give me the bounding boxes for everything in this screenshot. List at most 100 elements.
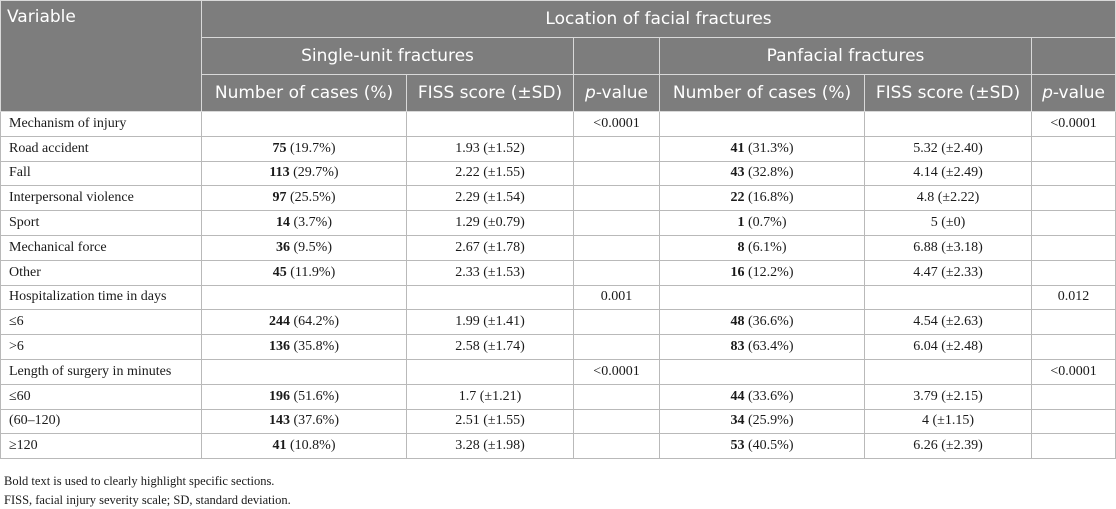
single-pvalue-cell bbox=[573, 309, 660, 336]
single-fiss-cell bbox=[406, 358, 574, 385]
case-count: 53 bbox=[730, 438, 745, 454]
pan-cases-cell: 43 (32.8%) bbox=[659, 160, 865, 187]
case-count: 34 bbox=[730, 413, 745, 429]
single-cases-cell: 41 (10.8%) bbox=[201, 433, 407, 460]
row-label: Road accident bbox=[0, 135, 202, 162]
single-pvalue-cell bbox=[573, 334, 660, 360]
pan-pvalue-cell bbox=[1030, 135, 1116, 162]
table-body: Mechanism of injury <0.0001 <0.0001 Road ac… bbox=[0, 111, 1116, 460]
table-row: Fall 113 (29.7%) 2.22 (±1.55) 43 (32.8%) 4.1… bbox=[0, 160, 1116, 187]
case-percent: (16.8%) bbox=[748, 190, 794, 206]
single-cases-cell: 14 (3.7%) bbox=[201, 210, 407, 236]
case-count: 41 bbox=[272, 438, 287, 454]
case-percent: (25.5%) bbox=[290, 190, 336, 206]
pan-cases-cell: 22 (16.8%) bbox=[659, 185, 865, 212]
single-cases-header: Number of cases (%) bbox=[201, 74, 407, 112]
pan-cases-cell: 44 (33.6%) bbox=[659, 383, 865, 410]
single-cases-cell: 45 (11.9%) bbox=[201, 259, 407, 286]
table-row: Length of surgery in minutes <0.0001 <0.00… bbox=[0, 358, 1116, 385]
pan-pvalue-cell bbox=[1030, 334, 1116, 360]
single-fiss-cell: 2.51 (±1.55) bbox=[406, 408, 574, 435]
row-label: Mechanism of injury bbox=[0, 111, 202, 137]
footnote-abbreviations: FISS, facial injury severity scale; SD, … bbox=[4, 493, 291, 507]
table-row: ≤60 196 (51.6%) 1.7 (±1.21) 44 (33.6%) 3.79 … bbox=[0, 383, 1116, 410]
table-row: >6 136 (35.8%) 2.58 (±1.74) 83 (63.4%) 6.04 … bbox=[0, 334, 1116, 360]
pan-cases-cell: 41 (31.3%) bbox=[659, 135, 865, 162]
case-count: 41 bbox=[730, 140, 745, 156]
table-row: ≤6 244 (64.2%) 1.99 (±1.41) 48 (36.6%) 4.54 … bbox=[0, 309, 1116, 336]
table-row: Hospitalization time in days 0.001 0.012 bbox=[0, 284, 1116, 311]
single-fiss-cell: 1.93 (±1.52) bbox=[406, 135, 574, 162]
case-percent: (64.2%) bbox=[293, 314, 340, 330]
row-label: ≤6 bbox=[0, 309, 202, 336]
single-pvalue-cell bbox=[573, 234, 660, 261]
single-pvalue-cell bbox=[573, 185, 660, 212]
single-pvalue-cell bbox=[573, 210, 660, 236]
single-cases-cell bbox=[201, 111, 407, 137]
case-percent: (36.6%) bbox=[748, 314, 794, 330]
row-label: Sport bbox=[0, 210, 202, 236]
single-fiss-cell: 1.99 (±1.41) bbox=[406, 309, 574, 336]
case-percent: (11.9%) bbox=[290, 264, 336, 280]
row-label: Fall bbox=[0, 160, 202, 187]
row-label: Length of surgery in minutes bbox=[0, 358, 202, 385]
case-count: 8 bbox=[737, 239, 745, 255]
row-label: >6 bbox=[0, 334, 202, 360]
pan-cases-cell: 83 (63.4%) bbox=[659, 334, 865, 360]
case-count: 14 bbox=[276, 215, 290, 231]
case-count: 113 bbox=[269, 165, 290, 181]
single-unit-header-spacer bbox=[573, 37, 660, 75]
single-fiss-cell: 2.22 (±1.55) bbox=[406, 160, 574, 187]
pan-cases-cell: 8 (6.1%) bbox=[659, 234, 865, 261]
single-fiss-cell: 1.29 (±0.79) bbox=[406, 210, 574, 236]
single-fiss-cell: 1.7 (±1.21) bbox=[406, 383, 574, 410]
pan-cases-header: Number of cases (%) bbox=[659, 74, 865, 112]
pan-fiss-header: FISS score (±SD) bbox=[864, 74, 1032, 112]
case-percent: (0.7%) bbox=[748, 215, 787, 231]
single-fiss-header: FISS score (±SD) bbox=[406, 74, 574, 112]
single-pvalue-header: p-value bbox=[573, 74, 660, 112]
row-label: (60–120) bbox=[0, 408, 202, 435]
pan-pvalue-cell bbox=[1030, 408, 1116, 435]
case-percent: (37.6%) bbox=[293, 413, 340, 429]
case-count: 22 bbox=[730, 190, 745, 206]
case-percent: (32.8%) bbox=[748, 165, 794, 181]
single-fiss-cell bbox=[406, 111, 574, 137]
case-percent: (3.7%) bbox=[293, 215, 333, 231]
row-label: ≤60 bbox=[0, 383, 202, 410]
pan-fiss-cell bbox=[864, 284, 1032, 311]
single-cases-cell: 143 (37.6%) bbox=[201, 408, 407, 435]
single-pvalue-cell bbox=[573, 383, 660, 410]
single-fiss-cell: 2.67 (±1.78) bbox=[406, 234, 574, 261]
case-percent: (35.8%) bbox=[293, 339, 340, 355]
pan-fiss-cell: 6.04 (±2.48) bbox=[864, 334, 1032, 360]
single-cases-cell: 97 (25.5%) bbox=[201, 185, 407, 212]
pan-pvalue-cell bbox=[1030, 259, 1116, 286]
pan-pvalue-cell bbox=[1030, 433, 1116, 460]
case-count: 244 bbox=[269, 314, 290, 330]
pan-fiss-cell: 4.47 (±2.33) bbox=[864, 259, 1032, 286]
single-fiss-cell: 2.33 (±1.53) bbox=[406, 259, 574, 286]
single-pvalue-cell: 0.001 bbox=[573, 284, 660, 311]
case-count: 75 bbox=[272, 140, 287, 156]
facial-fractures-table: Variable Location of facial fractures Si… bbox=[0, 0, 1116, 460]
case-count: 83 bbox=[730, 339, 745, 355]
single-cases-cell bbox=[201, 284, 407, 311]
row-label: Interpersonal violence bbox=[0, 185, 202, 212]
table-row: Mechanical force 36 (9.5%) 2.67 (±1.78) 8 (… bbox=[0, 234, 1116, 261]
location-header: Location of facial fractures bbox=[200, 0, 1116, 38]
single-pvalue-cell: <0.0001 bbox=[573, 111, 660, 137]
pan-pvalue-cell bbox=[1030, 185, 1116, 212]
case-count: 36 bbox=[276, 239, 290, 255]
pan-pvalue-cell bbox=[1030, 383, 1116, 410]
single-cases-cell: 136 (35.8%) bbox=[201, 334, 407, 360]
row-label: ≥120 bbox=[0, 433, 202, 460]
table-row: Interpersonal violence 97 (25.5%) 2.29 (±1… bbox=[0, 185, 1116, 212]
single-pvalue-cell bbox=[573, 408, 660, 435]
single-cases-cell: 244 (64.2%) bbox=[201, 309, 407, 336]
single-fiss-cell bbox=[406, 284, 574, 311]
single-cases-cell: 113 (29.7%) bbox=[201, 160, 407, 187]
pan-cases-cell bbox=[659, 111, 865, 137]
pan-pvalue-cell bbox=[1030, 210, 1116, 236]
pan-cases-cell: 53 (40.5%) bbox=[659, 433, 865, 460]
